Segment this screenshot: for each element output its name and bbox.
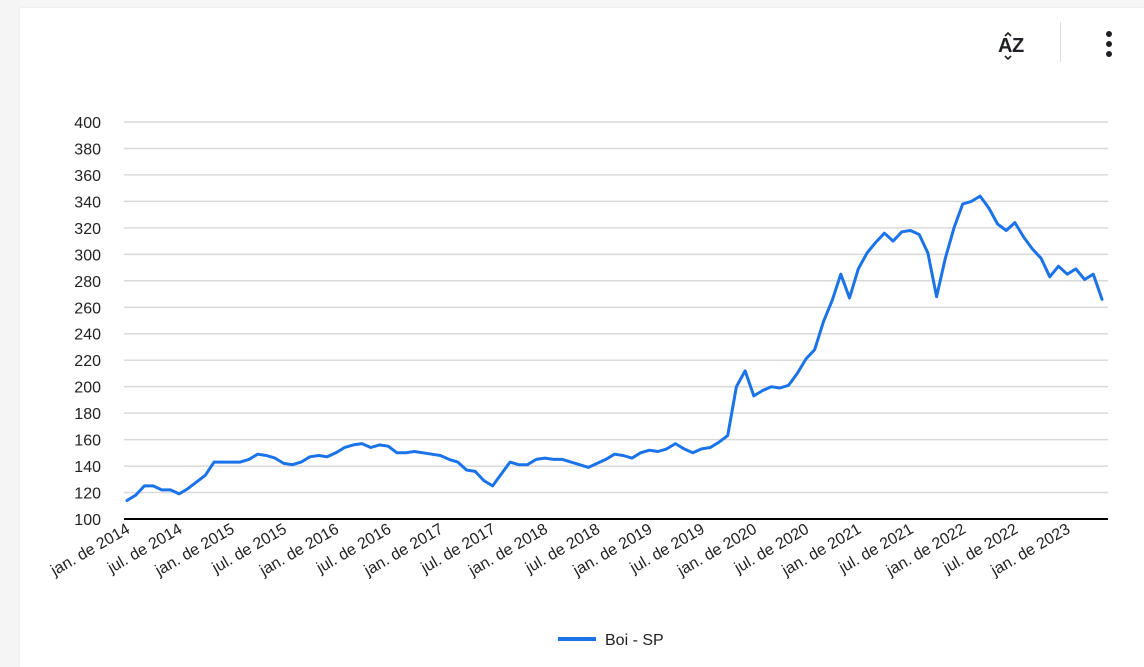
y-tick-label: 320 — [74, 221, 101, 238]
legend[interactable]: Boi - SP — [558, 632, 664, 649]
y-tick-label: 380 — [74, 141, 101, 158]
series-layer — [125, 194, 1104, 502]
sort-button[interactable]: A Z — [990, 28, 1034, 60]
sort-az-icon: A Z — [998, 31, 1024, 60]
more-options-button[interactable] — [1094, 26, 1124, 62]
series-line-boi-sp — [125, 194, 1104, 502]
y-tick-label: 220 — [74, 353, 101, 370]
y-axis-ticks: 100 120 140 160 180 200 220 240 260 280 300 320 340 3… — [74, 115, 101, 529]
y-tick-label: 120 — [74, 486, 101, 503]
more-vert-icon — [1106, 31, 1112, 57]
y-tick-label: 160 — [74, 433, 101, 450]
y-tick-label: 240 — [74, 327, 101, 344]
legend-label: Boi - SP — [605, 632, 664, 649]
y-tick-label: 200 — [74, 380, 101, 397]
y-tick-label: 260 — [74, 300, 101, 317]
y-tick-label: 280 — [74, 274, 101, 291]
y-tick-label: 100 — [74, 512, 101, 529]
svg-text:A: A — [998, 35, 1012, 57]
y-tick-label: 340 — [74, 194, 101, 211]
y-tick-label: 140 — [74, 459, 101, 476]
y-tick-label: 300 — [74, 247, 101, 264]
toolbar-divider — [1060, 22, 1061, 62]
y-tick-label: 360 — [74, 168, 101, 185]
svg-text:Z: Z — [1012, 35, 1024, 57]
y-tick-label: 180 — [74, 406, 101, 423]
grid-lines — [124, 121, 1108, 494]
y-tick-label: 400 — [74, 115, 101, 132]
chart-card: A Z — [20, 8, 1144, 667]
